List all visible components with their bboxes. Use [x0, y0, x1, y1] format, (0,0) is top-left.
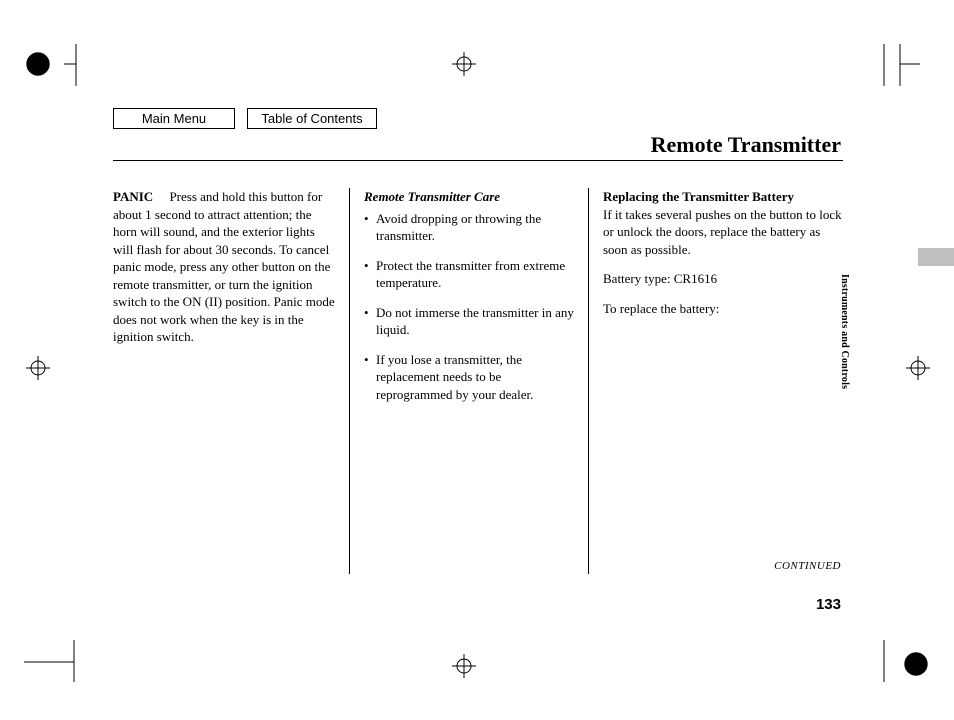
page-number: 133	[816, 596, 841, 613]
to-replace-label: To replace the battery:	[603, 300, 843, 318]
reg-mark-mid-right	[906, 356, 930, 385]
battery-heading: Replacing the Transmitter Battery	[603, 188, 843, 206]
reg-mark-mid-left	[26, 356, 50, 385]
section-tab	[918, 248, 954, 266]
column-battery: Replacing the Transmitter Battery If it …	[589, 188, 843, 574]
nav-button-row: Main Menu Table of Contents	[113, 108, 377, 129]
title-rule	[113, 160, 843, 161]
panic-label: PANIC	[113, 189, 153, 204]
panic-text: Press and hold this button for about 1 s…	[113, 189, 335, 344]
crop-mark-br	[872, 640, 896, 682]
crop-mark-tr2	[896, 44, 920, 86]
page-title: Remote Transmitter	[651, 132, 841, 158]
battery-type: Battery type: CR1616	[603, 270, 843, 288]
care-item: Do not immerse the transmitter in any li…	[364, 304, 574, 339]
table-of-contents-button[interactable]: Table of Contents	[247, 108, 377, 129]
battery-body: If it takes several pushes on the button…	[603, 206, 843, 259]
care-heading: Remote Transmitter Care	[364, 188, 574, 206]
crop-mark-tl	[64, 44, 88, 86]
panic-paragraph: PANIC Press and hold this button for abo…	[113, 188, 335, 346]
column-panic: PANIC Press and hold this button for abo…	[113, 188, 349, 574]
main-menu-button[interactable]: Main Menu	[113, 108, 235, 129]
crop-mark-bl	[24, 640, 88, 682]
reg-mark-top-center	[452, 52, 476, 81]
continued-label: CONTINUED	[774, 560, 841, 572]
column-care: Remote Transmitter Care Avoid dropping o…	[349, 188, 589, 574]
care-list: Avoid dropping or throwing the transmitt…	[364, 210, 574, 404]
section-side-label: Instruments and Controls	[839, 274, 850, 389]
reg-mark-top-left	[24, 50, 52, 83]
crop-mark-tr1	[872, 44, 896, 86]
reg-mark-bottom-center	[452, 654, 476, 683]
care-item: If you lose a transmitter, the replaceme…	[364, 351, 574, 404]
care-item: Protect the transmitter from extreme tem…	[364, 257, 574, 292]
content-columns: PANIC Press and hold this button for abo…	[113, 188, 843, 574]
reg-mark-bottom-right	[902, 650, 930, 683]
care-item: Avoid dropping or throwing the transmitt…	[364, 210, 574, 245]
